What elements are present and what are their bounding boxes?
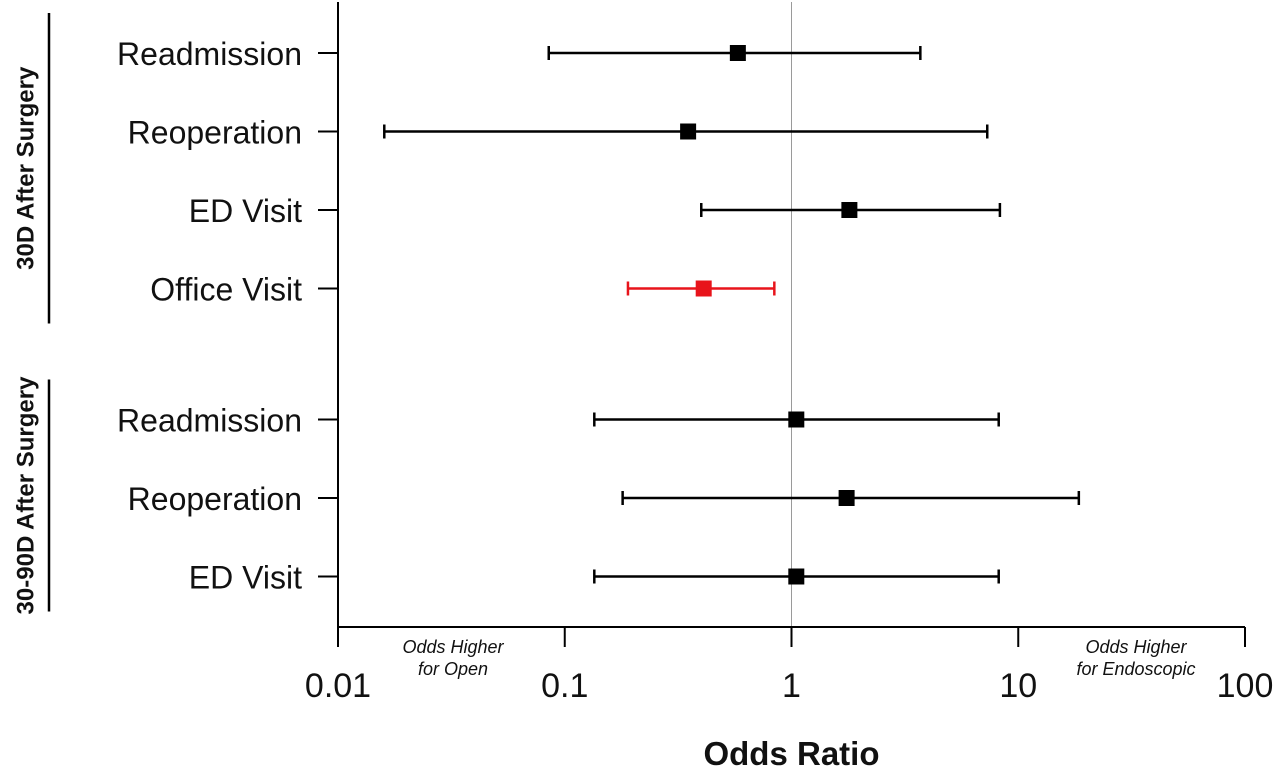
- point-estimate: [788, 411, 805, 428]
- annotation-endoscopic: Odds Higher: [1085, 637, 1187, 657]
- annotation-open: for Open: [418, 659, 488, 679]
- row-label: ED Visit: [189, 193, 302, 229]
- row-label: Reoperation: [128, 115, 302, 151]
- group-label: 30-90D After Surgery: [12, 376, 39, 615]
- row-label: ED Visit: [189, 560, 302, 596]
- point-estimate: [788, 568, 805, 585]
- x-tick-label: 100: [1217, 667, 1274, 705]
- row-label: Readmission: [117, 403, 302, 439]
- group-label: 30D After Surgery: [12, 66, 39, 270]
- x-axis-title: Odds Ratio: [703, 735, 879, 769]
- point-estimate: [680, 123, 697, 140]
- point-estimate: [695, 280, 712, 297]
- x-tick-label: 0.01: [305, 667, 371, 705]
- annotation-endoscopic: for Endoscopic: [1076, 659, 1195, 679]
- row-label: Readmission: [117, 36, 302, 72]
- point-estimate: [838, 490, 855, 506]
- x-tick-label: 1: [782, 667, 801, 705]
- x-tick-label: 10: [999, 667, 1037, 705]
- row-label: Reoperation: [128, 481, 302, 517]
- annotation-open: Odds Higher: [402, 637, 504, 657]
- x-tick-label: 0.1: [541, 667, 588, 705]
- point-estimate: [841, 202, 858, 218]
- row-label: Office Visit: [150, 272, 302, 308]
- point-estimate: [729, 45, 746, 61]
